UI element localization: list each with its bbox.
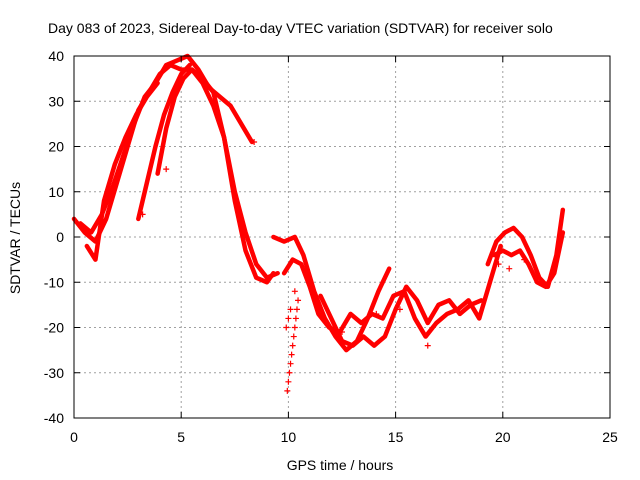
plus-marker	[285, 315, 292, 322]
series-trace-2	[78, 53, 255, 235]
series-trace-3	[84, 80, 160, 262]
x-tick-label: 0	[70, 429, 78, 445]
x-tick-label: 10	[281, 429, 297, 445]
x-tick-label: 5	[177, 429, 185, 445]
plus-marker	[291, 288, 298, 295]
series-trace-4	[136, 62, 193, 222]
plus-marker	[285, 378, 292, 385]
plus-marker	[295, 297, 302, 304]
plus-marker	[339, 329, 345, 336]
plus-marker	[293, 306, 300, 313]
y-axis-label: SDTVAR / TECUs	[7, 182, 23, 294]
y-tick-label: -20	[44, 320, 64, 336]
series-trace-9	[485, 207, 566, 290]
series-trace-6	[271, 234, 392, 353]
plus-marker	[287, 360, 294, 367]
y-tick-label: 40	[48, 48, 64, 64]
plus-marker	[289, 342, 296, 349]
series-trace-8	[318, 284, 484, 348]
plus-marker	[284, 387, 291, 394]
data-plot	[71, 53, 566, 394]
plus-marker	[290, 333, 297, 340]
y-tick-label: 20	[48, 139, 64, 155]
x-tick-label: 25	[602, 429, 618, 445]
chart-title: Day 083 of 2023, Sidereal Day-to-day VTE…	[48, 20, 553, 36]
plus-marker	[139, 211, 146, 218]
series-trace-7	[281, 243, 503, 339]
plus-marker	[251, 138, 258, 145]
y-tick-label: -10	[44, 274, 64, 290]
plus-marker	[424, 342, 431, 349]
plus-marker	[396, 306, 403, 313]
plus-marker	[521, 256, 528, 263]
x-tick-label: 15	[388, 429, 404, 445]
y-tick-label: -30	[44, 365, 64, 381]
series-trace-5	[155, 67, 276, 285]
plus-marker	[373, 310, 380, 317]
series-trace-1	[71, 62, 280, 280]
y-tick-label: 30	[48, 93, 64, 109]
plus-marker	[163, 166, 170, 173]
y-tick-label: 10	[48, 184, 64, 200]
plus-marker	[506, 265, 513, 272]
plus-marker	[495, 261, 502, 268]
plus-marker	[286, 369, 293, 376]
x-tick-label: 20	[495, 429, 511, 445]
plus-marker	[288, 351, 295, 358]
plus-marker	[283, 324, 290, 331]
y-tick-label: -40	[44, 410, 64, 426]
plus-marker	[291, 324, 298, 331]
y-tick-label: 0	[56, 229, 64, 245]
plus-marker	[292, 315, 299, 322]
x-axis-label: GPS time / hours	[287, 457, 394, 473]
grid	[74, 56, 610, 418]
axis-ticks: 0 5 10 15 20 25 40 30 20 10 0 -10 -20 -30 -40	[44, 48, 618, 445]
series-trace-10	[491, 230, 566, 290]
plus-marker	[287, 306, 294, 313]
